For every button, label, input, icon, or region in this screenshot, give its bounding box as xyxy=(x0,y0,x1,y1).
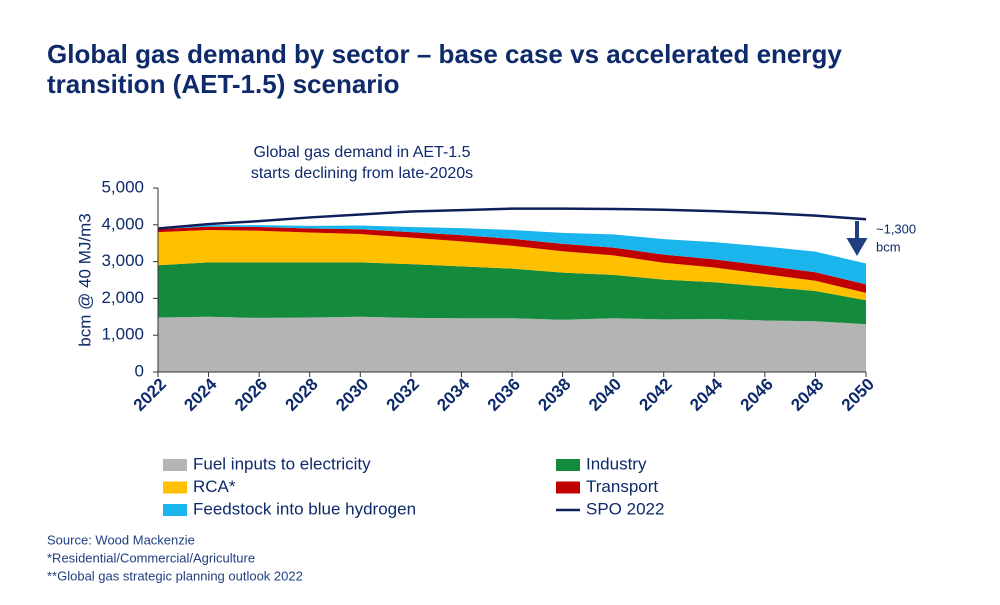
legend-swatch xyxy=(163,459,187,471)
legend-swatch xyxy=(163,481,187,494)
end-note: ~1,300 xyxy=(876,221,916,236)
legend-swatch xyxy=(556,481,580,494)
annotation: starts declining from late-2020s xyxy=(251,165,473,182)
y-tick-label: 4,000 xyxy=(101,214,144,233)
line xyxy=(157,207,867,230)
arrow xyxy=(846,221,868,256)
footnote: *Residential/Commercial/Agriculture xyxy=(47,550,255,565)
area xyxy=(158,225,866,285)
footnote: Source: Wood Mackenzie xyxy=(47,532,195,547)
legend-swatch xyxy=(556,459,580,471)
area xyxy=(158,229,866,301)
y-tick-label: 3,000 xyxy=(101,251,144,270)
chart-title: Global gas demand by sector – base case … xyxy=(47,39,842,99)
y-tick-label: 0 xyxy=(135,361,144,380)
annotation: Global gas demand in AET-1.5 xyxy=(253,144,470,161)
area xyxy=(158,262,866,325)
legend-label: Industry xyxy=(586,454,647,473)
y-axis-label: bcm @ 40 MJ/m3 xyxy=(75,213,94,346)
y-tick-label: 5,000 xyxy=(101,177,144,196)
legend-label: SPO 2022 xyxy=(586,499,664,518)
area xyxy=(158,226,866,293)
end-note: bcm xyxy=(876,239,901,254)
legend-swatch xyxy=(163,504,187,516)
y-tick-label: 1,000 xyxy=(101,325,144,344)
area xyxy=(158,316,866,372)
legend-label: Feedstock into blue hydrogen xyxy=(193,499,416,518)
legend-label: Transport xyxy=(586,477,658,496)
footnote: **Global gas strategic planning outlook … xyxy=(47,568,303,583)
legend-label: Fuel inputs to electricity xyxy=(193,454,371,473)
legend-label: RCA* xyxy=(193,477,236,496)
y-tick-label: 2,000 xyxy=(101,288,144,307)
